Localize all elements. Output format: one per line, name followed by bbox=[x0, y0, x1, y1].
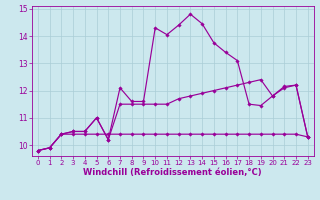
X-axis label: Windchill (Refroidissement éolien,°C): Windchill (Refroidissement éolien,°C) bbox=[84, 168, 262, 177]
